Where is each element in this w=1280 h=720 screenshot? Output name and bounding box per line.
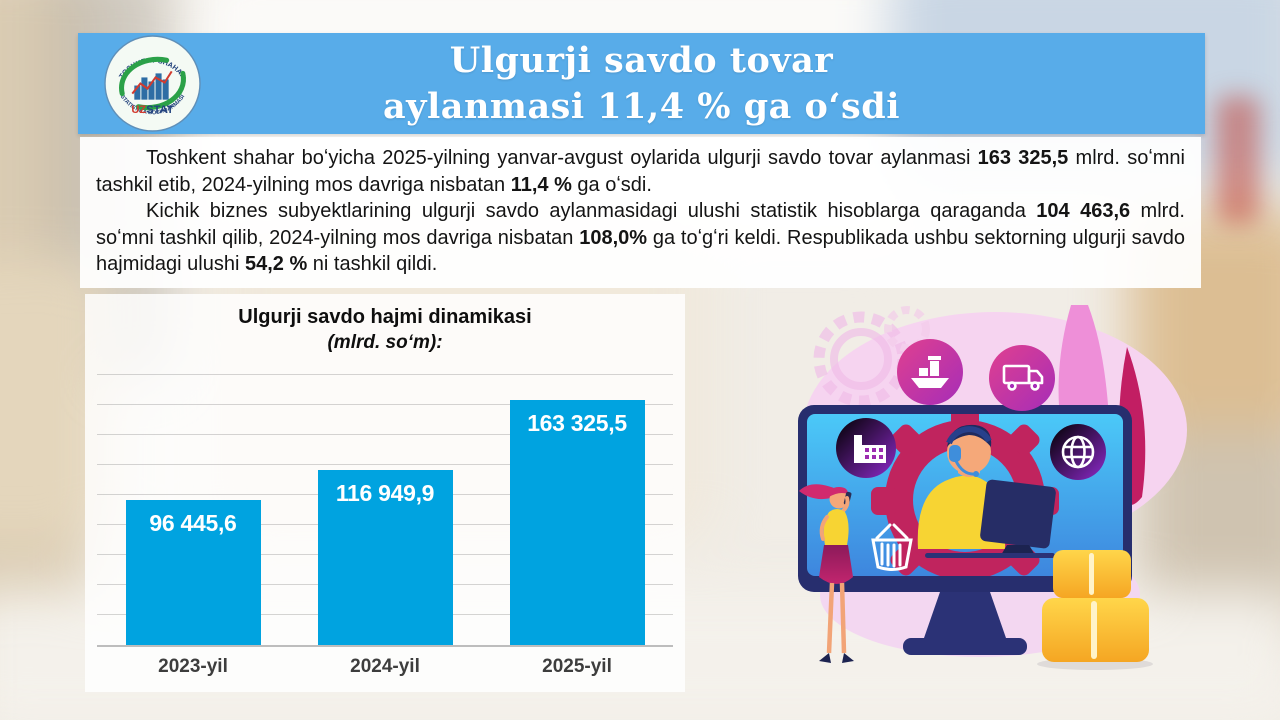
bar-2024-yil: 116 949,9 [317, 469, 453, 645]
online-wholesale-trade-illustration [798, 305, 1187, 670]
article-paragraph: Toshkent shahar boʻyicha 2025-yilning ya… [96, 147, 1185, 196]
article-text-block: Toshkent shahar boʻyicha 2025-yilning ya… [80, 137, 1201, 288]
header-bar: TOSHKENT SHAHAR STATISTIKA BOSHQARMASI U… [78, 33, 1205, 134]
monitor-stand [924, 592, 1006, 638]
bar-2025-yil: 163 325,5 [509, 400, 645, 645]
woman-on-phone-figure [799, 484, 854, 663]
article-paragraph: Kichik biznes subyektlarining ulgurji sa… [96, 200, 1186, 275]
bar-chart-panel: Ulgurji savdo hajmi dinamikasi (mlrd. so… [85, 294, 685, 692]
bar-value-label: 116 949,9 [335, 479, 435, 506]
chart-subtitle: (mlrd. soʻm): [327, 332, 443, 353]
x-axis-label: 2024-yil [350, 656, 420, 677]
truck-icon [989, 345, 1055, 411]
globe-icon [1050, 424, 1106, 480]
basket-icon [871, 523, 913, 571]
chart-bars: 96 445,6 116 949,9 163 325,5 [97, 375, 673, 645]
uzstat-logo: TOSHKENT SHAHAR STATISTIKA BOSHQARMASI U… [104, 35, 201, 132]
logo-green-swoosh [119, 56, 170, 97]
chart-x-axis-labels: 2023-yil 2024-yil 2025-yil [97, 656, 673, 678]
package-boxes [1037, 550, 1153, 670]
factory-icon [836, 418, 896, 478]
backdrop-red-blur [1216, 96, 1260, 224]
page-title: Ulgurji savdo tovar aylanmasi 11,4 % ga … [78, 33, 1205, 134]
logo-bar-chart [131, 70, 173, 100]
chart-plot-area: 96 445,6 116 949,9 163 325,5 [97, 374, 673, 647]
bar-value-label: 163 325,5 [527, 410, 627, 437]
logo-wordmark: UZSTAT [131, 104, 173, 116]
bar-value-label: 96 445,6 [149, 510, 237, 537]
call-operator-figure [917, 424, 1056, 558]
page-title-line1: Ulgurji savdo tovar [449, 39, 834, 81]
page-title-line2: aylanmasi 11,4 % ga oʻsdi [382, 85, 901, 127]
bar-2023-yil: 96 445,6 [125, 500, 261, 645]
ship-icon [897, 339, 963, 405]
x-axis-label: 2025-yil [542, 656, 612, 677]
x-axis-label: 2023-yil [158, 656, 228, 677]
chart-title: Ulgurji savdo hajmi dinamikasi [238, 306, 532, 328]
